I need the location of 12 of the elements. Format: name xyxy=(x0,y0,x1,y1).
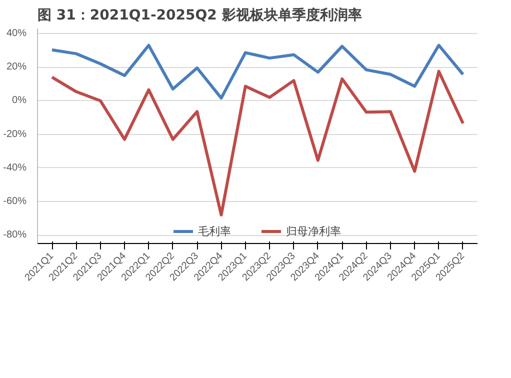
legend-label: 毛利率 xyxy=(198,224,231,238)
y-tick-label: -80% xyxy=(3,230,27,241)
line-series xyxy=(50,44,464,100)
chart-title: 图 31：2021Q1-2025Q2 影视板块单季度利润率 xyxy=(38,6,362,24)
line-series xyxy=(50,70,464,216)
y-tick-label: -60% xyxy=(3,196,27,208)
y-tick-label: -20% xyxy=(3,128,27,140)
legend-label: 归母净利率 xyxy=(286,224,341,238)
y-tick-label: 20% xyxy=(6,62,27,73)
y-tick-label: -40% xyxy=(3,162,27,174)
y-tick-label: 0% xyxy=(12,95,27,106)
y-tick-label: 40% xyxy=(6,28,27,40)
